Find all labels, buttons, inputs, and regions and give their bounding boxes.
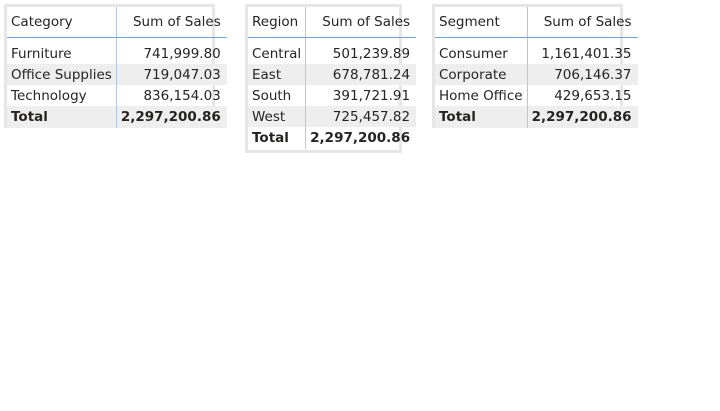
row-value: 741,999.80: [143, 45, 221, 62]
total-value: 2,297,200.86: [310, 130, 411, 146]
row-label: Corporate: [435, 64, 528, 85]
total-label: Total: [248, 127, 307, 149]
row-value: 501,239.89: [332, 45, 411, 62]
region-sales-table[interactable]: Region Sum of Sales Central 501,239.89 E…: [245, 4, 417, 153]
table-row[interactable]: Consumer 1,161,401.35: [435, 43, 638, 64]
row-label: South: [248, 85, 307, 106]
total-value: 2,297,200.86: [527, 106, 638, 128]
row-label: East: [248, 64, 307, 85]
table-row[interactable]: Technology 836,154.03: [7, 85, 227, 106]
table-row[interactable]: Central 501,239.89: [248, 43, 416, 64]
table-row[interactable]: West 725,457.82: [248, 106, 417, 127]
total-label: Total: [435, 106, 528, 128]
table-header-row: Region Sum of Sales: [248, 7, 417, 38]
column-header-sum-of-sales[interactable]: Sum of Sales: [116, 7, 227, 38]
table-total-row: Total 2,297,200.86: [7, 106, 227, 128]
column-header-segment[interactable]: Segment: [435, 7, 528, 38]
total-value: 2,297,200.86: [116, 106, 227, 128]
region-table-grid: Region Sum of Sales Central 501,239.89 E…: [248, 7, 417, 149]
table-row[interactable]: Furniture 741,999.80: [7, 43, 227, 64]
row-label: Office Supplies: [7, 64, 117, 85]
row-label: Furniture: [7, 43, 117, 64]
table-total-row: Total 2,297,200.86: [435, 106, 638, 128]
table-header-row: Segment Sum of Sales: [435, 7, 638, 38]
segment-table-grid: Segment Sum of Sales Consumer 1,161,401.…: [435, 7, 638, 128]
row-value: 706,146.37: [527, 64, 638, 85]
row-value: 678,781.24: [305, 64, 417, 85]
table-row[interactable]: Office Supplies 719,047.03: [7, 64, 227, 85]
table-row[interactable]: South 391,721.91: [248, 85, 416, 106]
column-header-region[interactable]: Region: [248, 7, 307, 38]
category-table-grid: Category Sum of Sales Furniture 741,999.…: [7, 7, 227, 128]
column-header-sum-of-sales[interactable]: Sum of Sales: [527, 7, 638, 38]
row-label: West: [248, 106, 307, 127]
table-header-row: Category Sum of Sales: [7, 7, 227, 38]
column-header-category[interactable]: Category: [7, 7, 117, 38]
row-value: 725,457.82: [305, 106, 417, 127]
table-total-row: Total 2,297,200.86: [248, 127, 416, 149]
segment-sales-table[interactable]: Segment Sum of Sales Consumer 1,161,401.…: [432, 4, 638, 128]
total-label: Total: [7, 106, 117, 128]
column-header-sum-of-sales[interactable]: Sum of Sales: [305, 7, 417, 38]
table-row[interactable]: Corporate 706,146.37: [435, 64, 638, 85]
row-value: 836,154.03: [143, 87, 221, 104]
row-value: 391,721.91: [332, 87, 411, 104]
row-label: Technology: [7, 85, 117, 106]
row-label: Home Office: [435, 85, 528, 106]
row-label: Central: [248, 43, 307, 64]
row-value: 1,161,401.35: [541, 45, 632, 62]
row-value: 429,653.15: [554, 87, 632, 104]
row-value: 719,047.03: [116, 64, 227, 85]
category-sales-table[interactable]: Category Sum of Sales Furniture 741,999.…: [4, 4, 227, 128]
row-label: Consumer: [435, 43, 528, 64]
table-row[interactable]: Home Office 429,653.15: [435, 85, 638, 106]
table-row[interactable]: East 678,781.24: [248, 64, 417, 85]
